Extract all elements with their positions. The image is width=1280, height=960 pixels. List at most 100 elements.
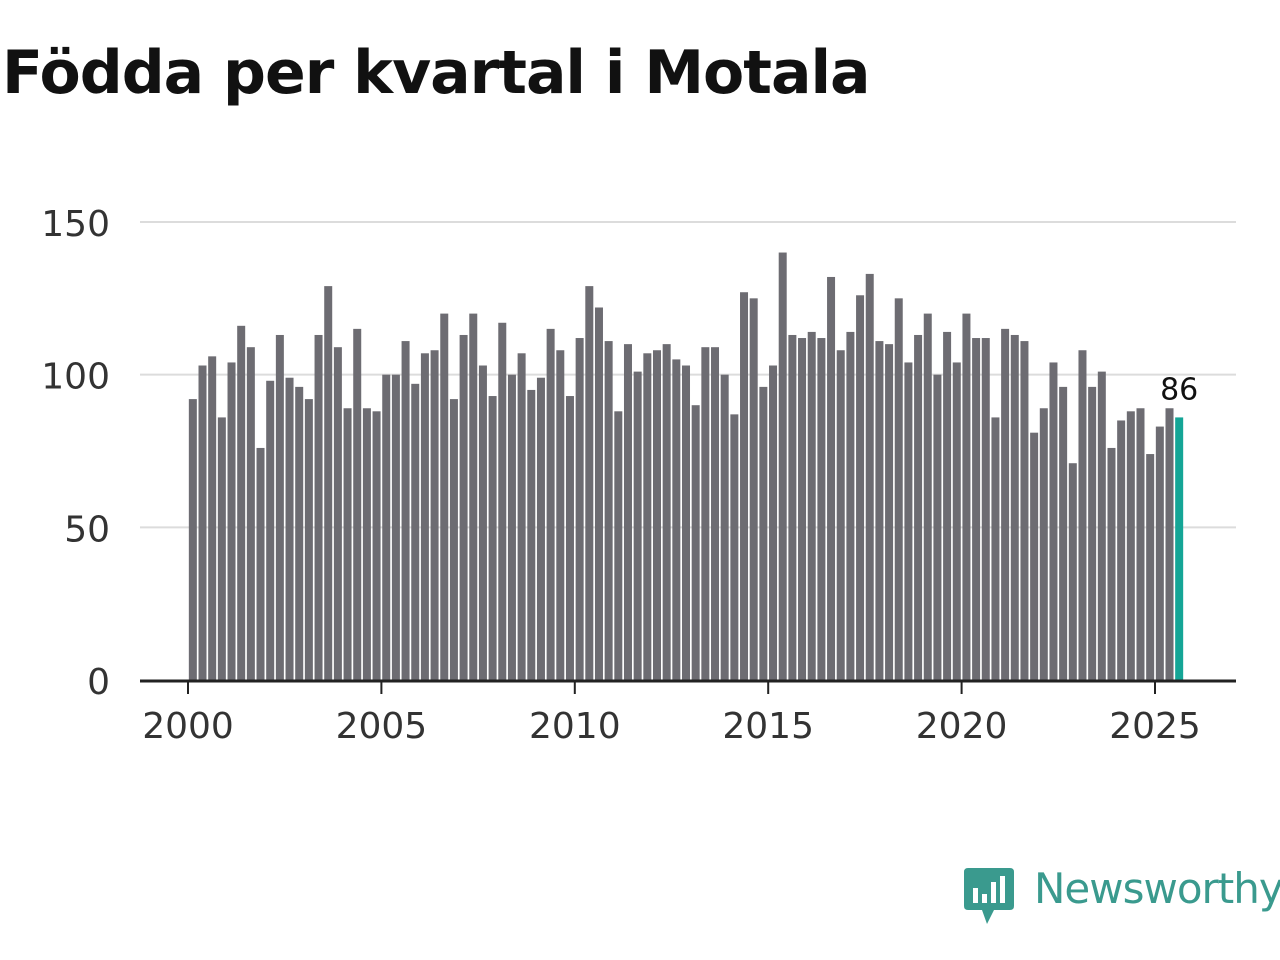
bar bbox=[1030, 432, 1039, 680]
bar bbox=[1020, 341, 1029, 680]
bar bbox=[952, 362, 961, 680]
bar bbox=[798, 338, 807, 680]
bar bbox=[788, 334, 797, 680]
bar bbox=[836, 350, 845, 680]
brand-logo: Newsworthy bbox=[964, 862, 1280, 932]
bar bbox=[227, 362, 236, 680]
bar bbox=[565, 396, 574, 680]
bar bbox=[430, 350, 439, 680]
bar bbox=[865, 273, 874, 680]
bar bbox=[904, 362, 913, 680]
bar bbox=[295, 386, 304, 680]
bar bbox=[614, 411, 623, 680]
x-axis-ticks: 2000 2005 2010 2015 2020 2025 bbox=[142, 682, 1201, 747]
bar bbox=[1097, 371, 1106, 680]
bar bbox=[188, 399, 197, 680]
bar bbox=[1059, 386, 1068, 680]
bar bbox=[923, 313, 932, 680]
highlight-value-label: 86 bbox=[1160, 372, 1198, 407]
chart-title: Födda per kvartal i Motala bbox=[2, 38, 870, 108]
bar bbox=[304, 399, 313, 680]
x-tick-label: 2000 bbox=[142, 706, 234, 747]
bar bbox=[933, 374, 942, 680]
bar bbox=[623, 344, 632, 680]
bar bbox=[1126, 411, 1135, 680]
bar bbox=[1068, 463, 1077, 680]
x-tick-label: 2025 bbox=[1109, 706, 1201, 747]
bar bbox=[440, 313, 449, 680]
bars bbox=[188, 252, 1184, 681]
bar bbox=[372, 411, 381, 680]
bar bbox=[643, 353, 652, 680]
bar bbox=[972, 338, 981, 680]
bar bbox=[266, 380, 275, 680]
bar bbox=[556, 350, 565, 680]
bar bbox=[981, 338, 990, 680]
bar bbox=[333, 347, 342, 680]
bar bbox=[575, 338, 584, 680]
bar bbox=[536, 377, 545, 680]
bar bbox=[488, 396, 497, 680]
newsworthy-logo-icon bbox=[964, 868, 1014, 924]
bar bbox=[343, 408, 352, 680]
bar bbox=[1107, 447, 1116, 680]
bar bbox=[1165, 408, 1174, 680]
bar bbox=[382, 374, 391, 680]
x-tick-label: 2005 bbox=[336, 706, 428, 747]
bar bbox=[478, 365, 487, 680]
bar bbox=[217, 417, 226, 680]
bar bbox=[720, 374, 729, 680]
x-tick-label: 2020 bbox=[916, 706, 1008, 747]
bar bbox=[237, 325, 246, 680]
bar bbox=[604, 341, 613, 680]
bar-highlight bbox=[1175, 417, 1184, 680]
bar bbox=[498, 322, 507, 680]
bar bbox=[275, 334, 284, 680]
bar bbox=[1010, 334, 1019, 680]
brand-name: Newsworthy bbox=[1034, 864, 1280, 913]
bar bbox=[817, 338, 826, 680]
bar bbox=[1078, 350, 1087, 680]
bar bbox=[778, 252, 787, 681]
bar bbox=[527, 389, 536, 680]
bar bbox=[198, 365, 207, 680]
x-tick-label: 2015 bbox=[722, 706, 814, 747]
bar bbox=[401, 341, 410, 680]
bar bbox=[459, 334, 468, 680]
bar bbox=[391, 374, 400, 680]
bar bbox=[285, 377, 294, 680]
bar bbox=[846, 331, 855, 680]
bar bbox=[546, 328, 555, 680]
bar bbox=[894, 298, 903, 680]
bar bbox=[672, 359, 681, 680]
bar bbox=[769, 365, 778, 680]
bar bbox=[362, 408, 371, 680]
bar bbox=[256, 447, 265, 680]
bar bbox=[633, 371, 642, 680]
y-tick-label: 100 bbox=[41, 357, 110, 398]
y-axis-ticks: 0 50 100 150 bbox=[41, 204, 110, 703]
bar bbox=[246, 347, 255, 680]
bar bbox=[517, 353, 526, 680]
bar bbox=[740, 292, 749, 680]
bar bbox=[991, 417, 1000, 680]
bar bbox=[594, 307, 603, 680]
bar bbox=[711, 347, 720, 680]
bar bbox=[652, 350, 661, 680]
bar bbox=[662, 344, 671, 680]
bar bbox=[856, 295, 865, 680]
bar bbox=[324, 286, 333, 680]
bar bbox=[943, 331, 952, 680]
bar bbox=[962, 313, 971, 680]
bar bbox=[1117, 420, 1126, 680]
y-tick-label: 0 bbox=[87, 662, 110, 703]
y-tick-label: 150 bbox=[41, 204, 110, 245]
bar bbox=[759, 386, 768, 680]
bar bbox=[411, 383, 420, 680]
bar bbox=[507, 374, 516, 680]
bar bbox=[914, 334, 923, 680]
bar bbox=[807, 331, 816, 680]
bar bbox=[875, 341, 884, 680]
bar bbox=[749, 298, 758, 680]
